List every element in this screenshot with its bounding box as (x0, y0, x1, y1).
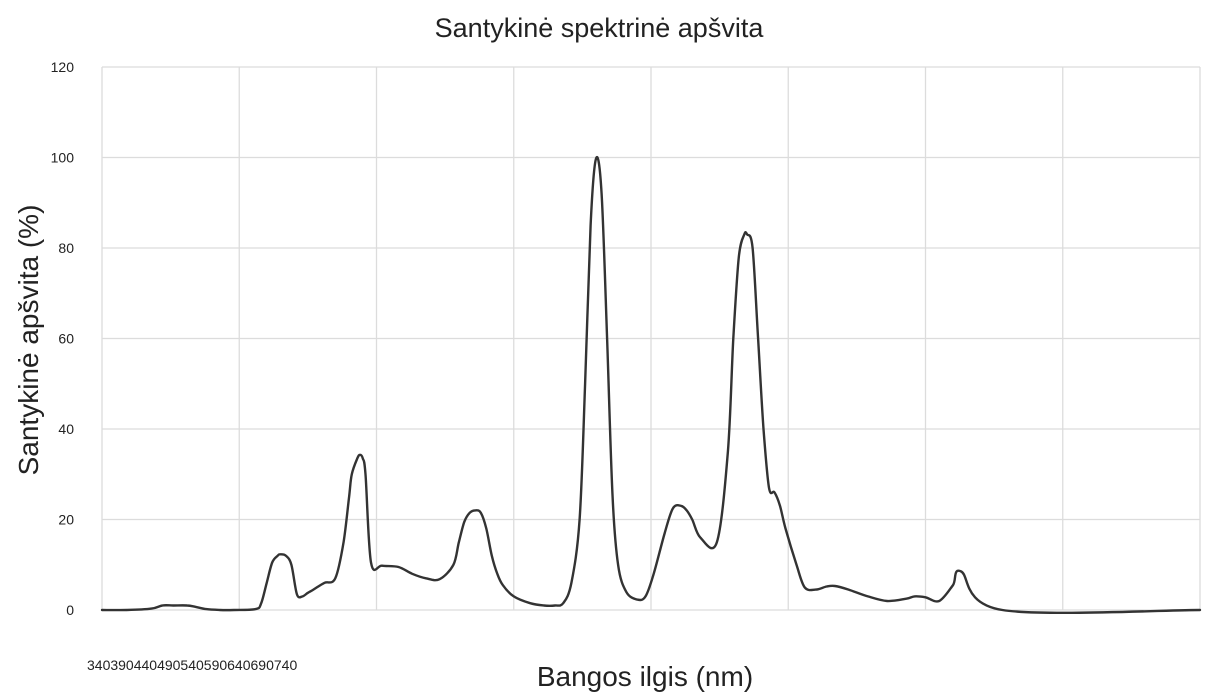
y-tick-label: 120 (51, 59, 75, 75)
y-tick-label: 0 (66, 602, 74, 618)
y-tick-label: 40 (58, 421, 74, 437)
x-axis-tick-labels: 340390440490540590640690740 (87, 657, 297, 673)
y-tick-label: 80 (58, 240, 74, 256)
y-axis-title: Santykinė apšvita (%) (13, 205, 44, 476)
y-tick-label: 60 (58, 331, 74, 347)
y-tick-label: 20 (58, 512, 74, 528)
y-tick-label: 100 (51, 150, 75, 166)
chart-title: Santykinė spektrinė apšvita (435, 13, 765, 43)
y-axis-ticks: 0 20 40 60 80 100 120 (51, 59, 75, 618)
series-line (100, 155, 1202, 615)
grid (101, 66, 1201, 611)
x-axis-title: Bangos ilgis (nm) (537, 661, 753, 692)
